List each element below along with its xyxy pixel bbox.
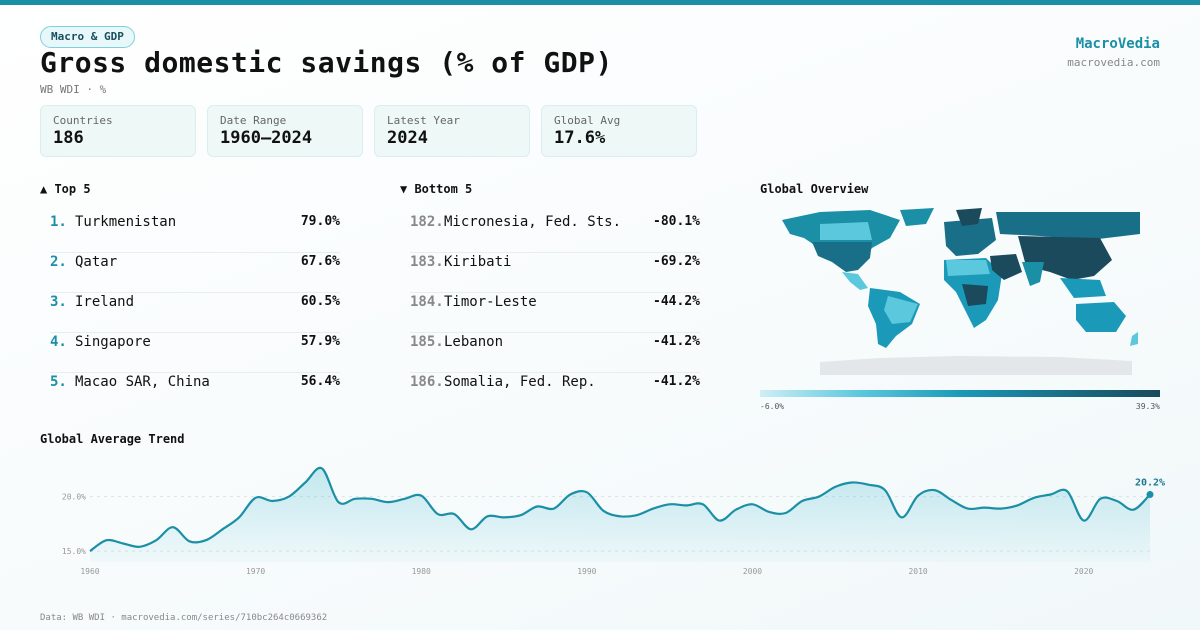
- map-region-australia: [1076, 302, 1126, 332]
- stat-value: 186: [53, 128, 84, 148]
- category-badge[interactable]: Macro & GDP: [40, 26, 135, 48]
- rank-number: 183.: [410, 254, 444, 270]
- map-heading: Global Overview: [760, 182, 869, 196]
- stat-card-date-range: Date Range 1960–2024: [207, 105, 363, 157]
- bottom5-heading: ▼ Bottom 5: [400, 182, 473, 196]
- country-name: Micronesia, Fed. Sts.: [444, 214, 622, 230]
- map-color-legend: [760, 390, 1160, 397]
- x-tick-label: 1970: [246, 567, 265, 576]
- country-value: 56.4%: [300, 374, 340, 389]
- map-region-southeast-asia: [1060, 278, 1106, 298]
- country-value: 57.9%: [300, 334, 340, 349]
- trend-chart: 15.0% 20.0% 1960 1970 1980 1990 2000 2010 2020 20…: [62, 466, 1165, 576]
- rank-number: 2.: [50, 254, 67, 270]
- stat-value: 2024: [387, 128, 428, 148]
- country-name: Singapore: [75, 334, 151, 350]
- country-name: Lebanon: [444, 334, 504, 350]
- stat-card-countries: Countries 186: [40, 105, 196, 157]
- trend-heading: Global Average Trend: [40, 432, 185, 446]
- country-name: Turkmenistan: [75, 214, 177, 230]
- brand-logo[interactable]: MacroVedia: [1075, 36, 1160, 52]
- list-item[interactable]: 2. Qatar 67.6%: [50, 252, 340, 293]
- map-region-india: [1022, 262, 1044, 286]
- country-value: -44.2%: [653, 294, 700, 309]
- x-tick-label: 1990: [577, 567, 596, 576]
- rank-number: 5.: [50, 374, 67, 390]
- country-value: 67.6%: [300, 254, 340, 269]
- map-region-usa: [812, 242, 872, 272]
- list-item[interactable]: 4. Singapore 57.9%: [50, 332, 340, 373]
- country-name: Qatar: [75, 254, 118, 270]
- legend-max-label: 39.3%: [1135, 402, 1160, 411]
- country-name: Macao SAR, China: [75, 374, 210, 390]
- rank-number: 184.: [410, 294, 444, 310]
- trend-last-value-label: 20.2%: [1135, 477, 1165, 488]
- map-region-new-zealand: [1130, 332, 1138, 346]
- map-region-russia: [996, 212, 1140, 240]
- list-item[interactable]: 1. Turkmenistan 79.0%: [50, 212, 340, 253]
- x-tick-label: 1980: [412, 567, 431, 576]
- map-region-europe: [944, 218, 996, 256]
- x-tick-label: 1960: [80, 567, 99, 576]
- map-region-central-africa: [962, 284, 988, 306]
- rank-number: 3.: [50, 294, 67, 310]
- rank-number: 182.: [410, 214, 444, 230]
- y-tick-label: 15.0%: [62, 547, 86, 556]
- map-region-canada-west: [820, 222, 872, 240]
- stat-label: Countries: [53, 114, 113, 127]
- country-value: -80.1%: [653, 214, 700, 229]
- country-name: Somalia, Fed. Rep.: [444, 374, 596, 390]
- list-item[interactable]: 183. Kiribati -69.2%: [410, 252, 700, 293]
- map-region-middle-east: [990, 254, 1022, 280]
- country-value: -69.2%: [653, 254, 700, 269]
- x-tick-label: 2010: [908, 567, 927, 576]
- stat-label: Date Range: [220, 114, 287, 127]
- rank-number: 185.: [410, 334, 444, 350]
- country-value: 79.0%: [300, 214, 340, 229]
- world-map[interactable]: [760, 200, 1160, 385]
- list-item[interactable]: 182. Micronesia, Fed. Sts. -80.1%: [410, 212, 700, 253]
- map-region-scandinavia: [956, 208, 982, 226]
- country-value: -41.2%: [653, 334, 700, 349]
- country-name: Kiribati: [444, 254, 512, 270]
- trend-area: [90, 467, 1150, 562]
- country-value: 60.5%: [300, 294, 340, 309]
- stat-label: Global Avg: [554, 114, 621, 127]
- list-item[interactable]: 5. Macao SAR, China 56.4%: [50, 372, 340, 412]
- list-item[interactable]: 184. Timor-Leste -44.2%: [410, 292, 700, 333]
- list-item[interactable]: 3. Ireland 60.5%: [50, 292, 340, 333]
- map-region-greenland: [900, 208, 934, 226]
- list-item[interactable]: 185. Lebanon -41.2%: [410, 332, 700, 373]
- stat-card-global-avg: Global Avg 17.6%: [541, 105, 697, 157]
- brand-url[interactable]: macrovedia.com: [1067, 56, 1160, 69]
- top5-heading: ▲ Top 5: [40, 182, 91, 196]
- trend-line: [89, 466, 1151, 553]
- x-tick-label: 2000: [743, 567, 762, 576]
- stat-value: 17.6%: [554, 128, 606, 148]
- map-region-central-america: [842, 272, 868, 290]
- list-item[interactable]: 186. Somalia, Fed. Rep. -41.2%: [410, 372, 700, 412]
- source-footer: Data: WB WDI · macrovedia.com/series/710…: [40, 613, 328, 623]
- source-subtitle: WB WDI · %: [40, 83, 107, 96]
- country-value: -41.2%: [653, 374, 700, 389]
- country-name: Ireland: [75, 294, 135, 310]
- stat-card-latest-year: Latest Year 2024: [374, 105, 530, 157]
- map-region-north-africa: [946, 260, 990, 276]
- rank-number: 1.: [50, 214, 67, 230]
- legend-min-label: -6.0%: [760, 402, 785, 411]
- country-name: Timor-Leste: [444, 294, 537, 310]
- x-tick-label: 2020: [1074, 567, 1093, 576]
- rank-number: 186.: [410, 374, 444, 390]
- map-region-brazil: [884, 296, 918, 324]
- map-region-antarctica: [820, 356, 1132, 375]
- y-tick-label: 20.0%: [62, 493, 86, 502]
- trend-endpoint: [1146, 490, 1154, 498]
- page-title: Gross domestic savings (% of GDP): [40, 46, 613, 79]
- stat-label: Latest Year: [387, 114, 460, 127]
- top-accent-bar: [0, 0, 1200, 5]
- rank-number: 4.: [50, 334, 67, 350]
- stat-value: 1960–2024: [220, 128, 313, 148]
